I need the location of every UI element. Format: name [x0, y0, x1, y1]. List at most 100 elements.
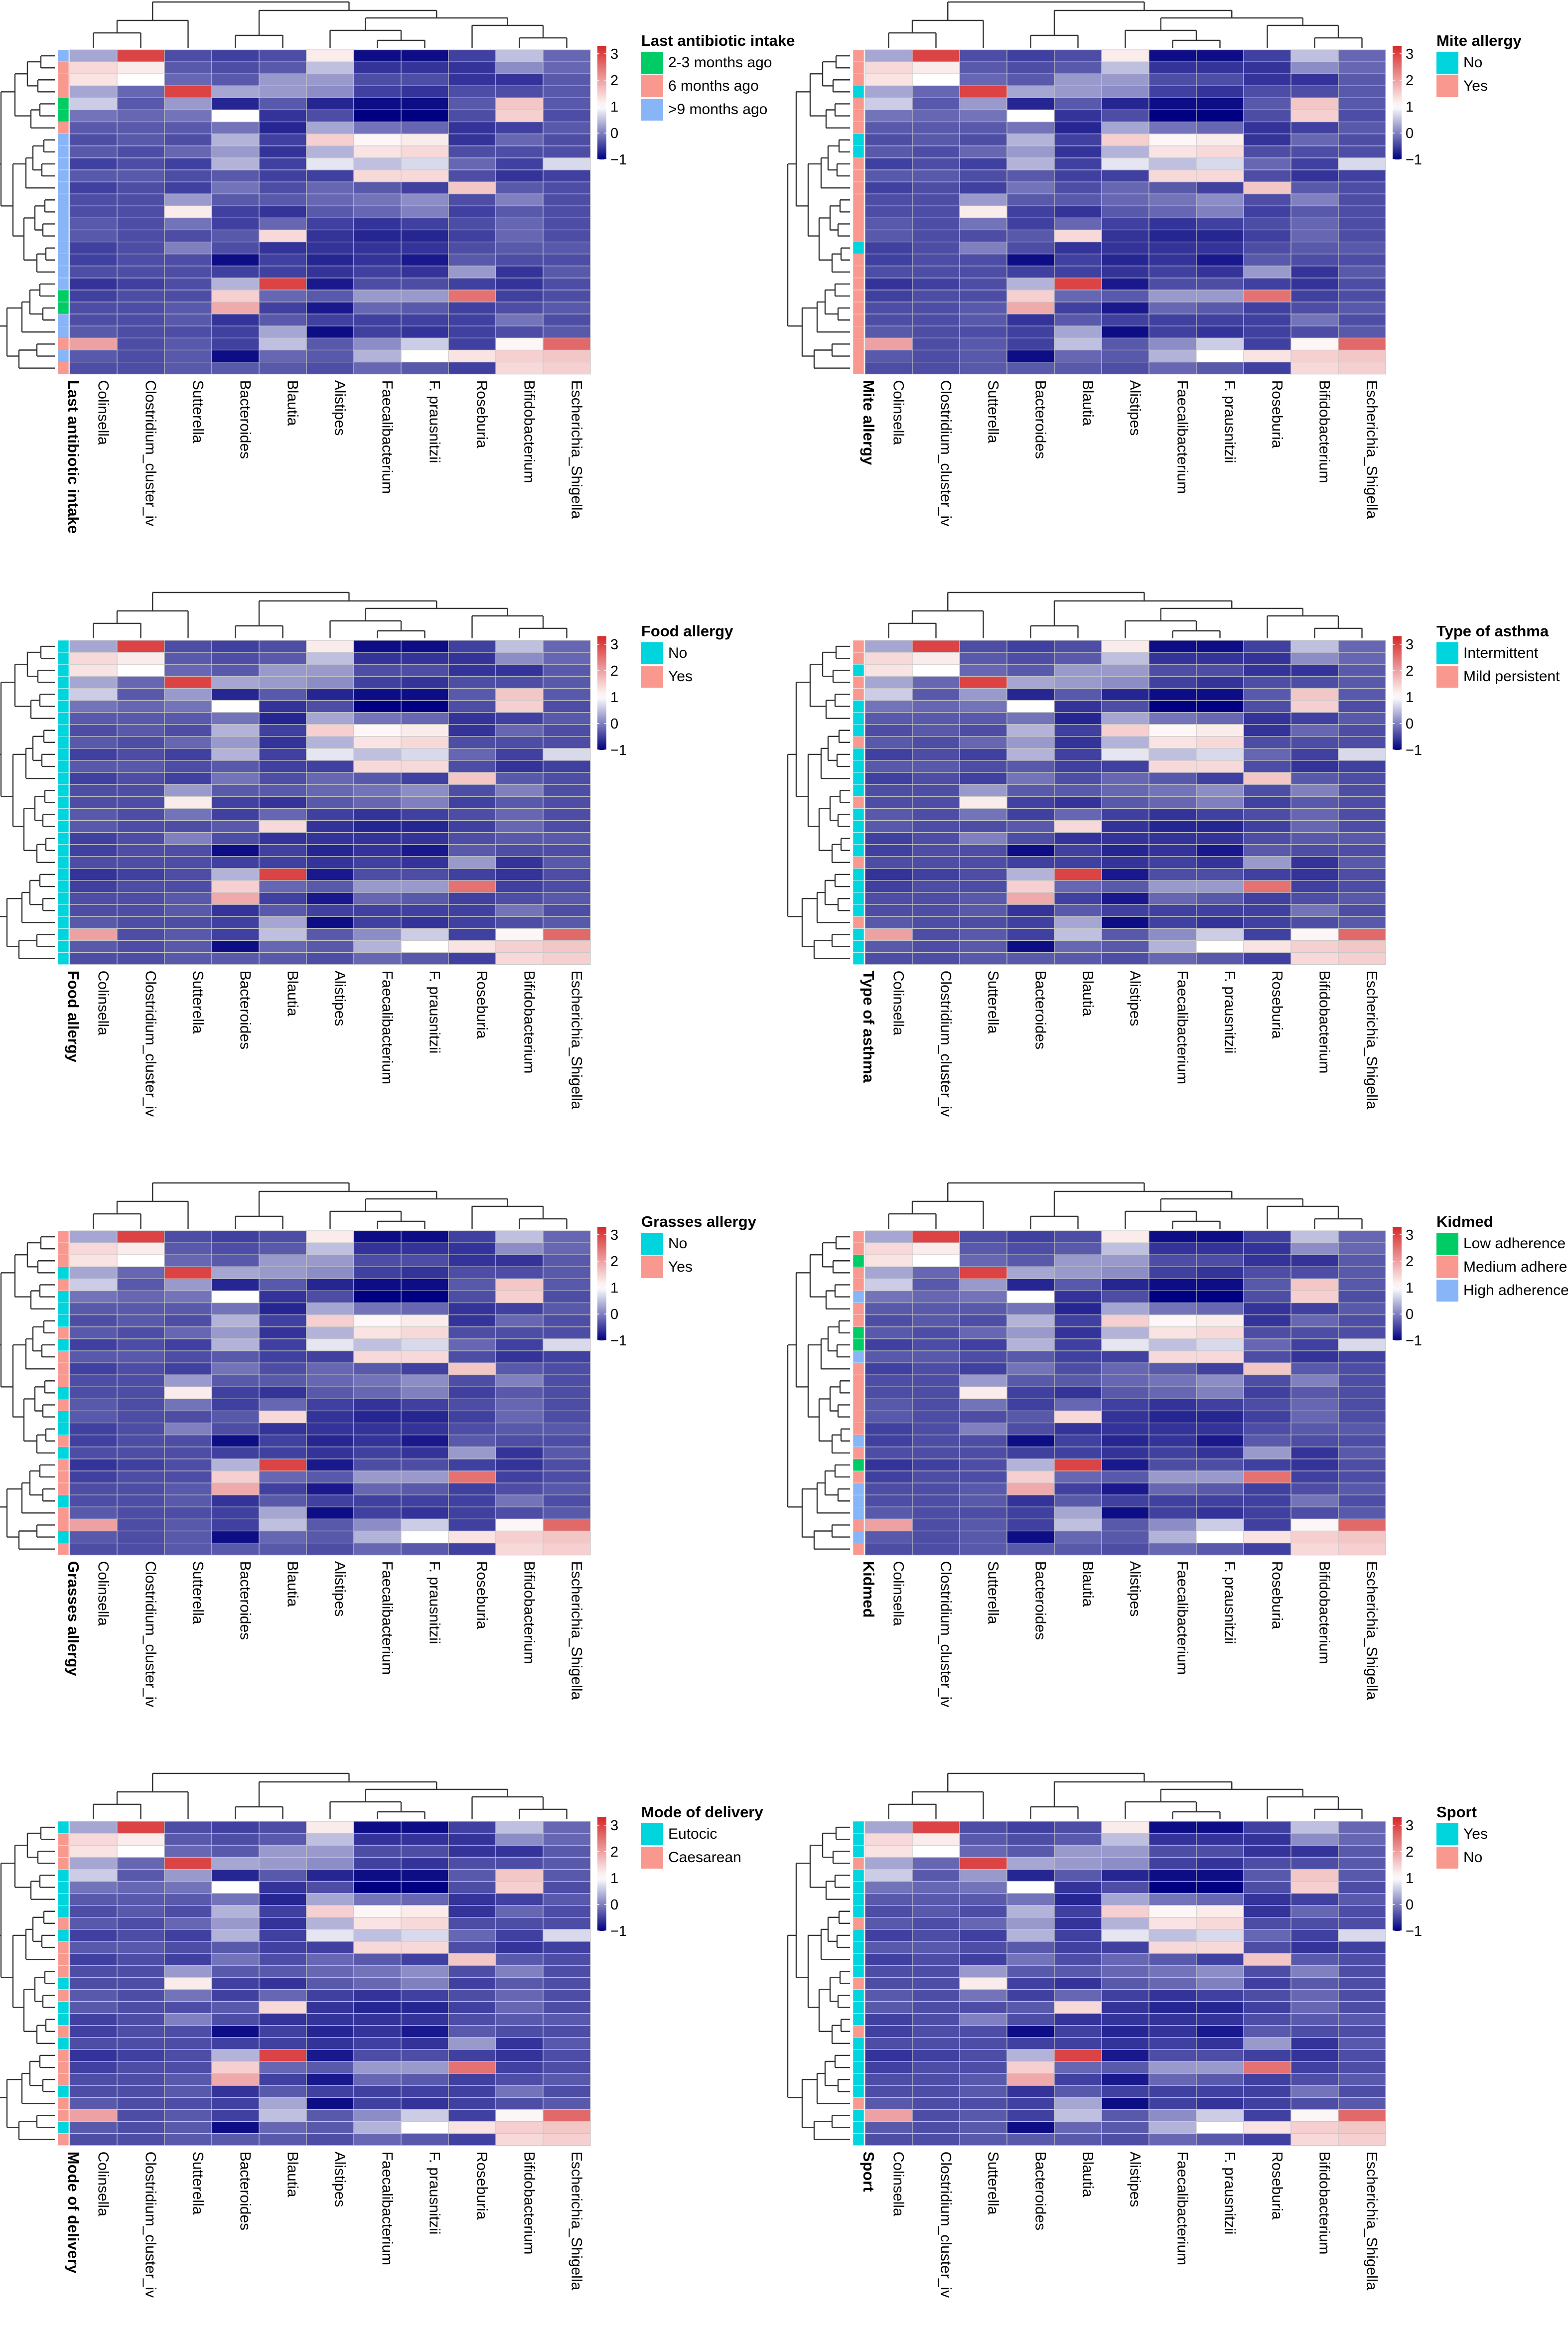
heatmap-cell: [69, 952, 118, 965]
heatmap-cell: [495, 1857, 544, 1870]
column-label: Alistipes: [1127, 380, 1143, 436]
column-label: Roseburia: [1269, 971, 1285, 1039]
heatmap-cell: [211, 832, 260, 845]
annotation-cell: [853, 1350, 864, 1363]
heatmap-cell: [1148, 1266, 1197, 1280]
annotation-cell: [853, 1519, 864, 1531]
heatmap-cell: [864, 1470, 913, 1483]
heatmap-cell: [495, 205, 544, 218]
heatmap-cell: [117, 868, 165, 881]
legend-swatch: [641, 642, 663, 664]
heatmap-cell: [1006, 1290, 1055, 1304]
heatmap-cell: [1006, 1917, 1055, 1930]
heatmap-cell: [69, 1482, 118, 1495]
heatmap-cell: [1243, 784, 1291, 797]
heatmap-cell: [864, 940, 913, 953]
heatmap-cell: [864, 1518, 913, 1532]
heatmap-cell: [1148, 760, 1197, 773]
heatmap-cell: [353, 784, 402, 797]
heatmap-cell: [1148, 1869, 1197, 1882]
heatmap-cell: [1338, 1965, 1386, 1978]
heatmap-cell: [69, 122, 118, 135]
heatmap-cell: [1054, 700, 1102, 713]
heatmap-cell: [1054, 1338, 1102, 1351]
heatmap-cell: [69, 205, 118, 218]
heatmap-cell: [1290, 1965, 1339, 1978]
heatmap-cell: [495, 2061, 544, 2074]
column-label: Roseburia: [474, 971, 490, 1039]
heatmap-cell: [401, 1315, 449, 1327]
legend-swatch: [641, 52, 663, 74]
heatmap-cell: [495, 181, 544, 194]
column-label: Sutterella: [985, 971, 1001, 1034]
heatmap-cell: [69, 2121, 118, 2134]
heatmap-cell: [1338, 820, 1386, 833]
heatmap-cell: [543, 1374, 591, 1387]
heatmap-cell: [959, 122, 1007, 135]
heatmap-cell: [1290, 1881, 1339, 1894]
heatmap-cell: [1101, 73, 1149, 86]
heatmap-cell: [211, 856, 260, 869]
heatmap-cell: [1101, 361, 1149, 375]
heatmap-cell: [912, 1459, 960, 1471]
heatmap-cell: [259, 134, 307, 146]
heatmap-cell: [306, 278, 354, 291]
annotation-axis-label: Kidmed: [860, 1561, 877, 1618]
annotation-cell: [57, 676, 69, 689]
annotation-cell: [57, 1470, 69, 1483]
annotation-cell: [853, 2073, 864, 2086]
heatmap-cell: [448, 325, 496, 338]
heatmap-cell: [1148, 904, 1197, 917]
heatmap-cell: [448, 169, 496, 182]
heatmap-cell: [259, 1326, 307, 1339]
heatmap-cell: [353, 146, 402, 158]
heatmap-cell: [1101, 1350, 1149, 1363]
heatmap-cell: [401, 242, 449, 255]
scale-tick-label: 1: [610, 1280, 618, 1296]
heatmap-cell: [448, 1845, 496, 1858]
heatmap-cell: [164, 1905, 212, 1918]
heatmap-cell: [1101, 1315, 1149, 1327]
heatmap-cell: [912, 301, 960, 314]
heatmap-cell: [69, 640, 118, 653]
legend-swatch: [1436, 75, 1458, 97]
heatmap-cell: [164, 2133, 212, 2146]
heatmap-cell: [117, 1470, 165, 1483]
heatmap-cell: [117, 1482, 165, 1495]
heatmap-cell: [259, 2049, 307, 2062]
heatmap-cell: [164, 1506, 212, 1520]
legend-swatch: [641, 1847, 663, 1869]
heatmap-cell: [1243, 290, 1291, 302]
heatmap-cell: [1243, 278, 1291, 291]
annotation-cell: [853, 193, 864, 206]
heatmap-cell: [1338, 1374, 1386, 1387]
heatmap-cell: [1101, 1881, 1149, 1894]
heatmap-cell: [1290, 940, 1339, 953]
heatmap-cell: [69, 1530, 118, 1544]
heatmap-cell: [1148, 1881, 1197, 1894]
annotation-axis-label: Mite allergy: [860, 380, 877, 465]
legend-label: >9 months ago: [668, 101, 767, 118]
heatmap-cell: [401, 1398, 449, 1412]
heatmap-cell: [1338, 337, 1386, 351]
heatmap-cell: [1006, 1326, 1055, 1339]
heatmap-cell: [543, 242, 591, 255]
heatmap-cell: [353, 1374, 402, 1387]
heatmap-cell: [1006, 1989, 1055, 2002]
column-label: Clostridium_cluster_iv: [938, 2152, 954, 2298]
annotation-cell: [853, 784, 864, 797]
heatmap-cell: [69, 193, 118, 206]
heatmap-cell: [912, 916, 960, 929]
heatmap-cell: [448, 2109, 496, 2122]
heatmap-cell: [401, 856, 449, 869]
heatmap-cell: [543, 1326, 591, 1339]
heatmap-cell: [1338, 1266, 1386, 1280]
heatmap-cell: [448, 266, 496, 279]
heatmap-cell: [1101, 2073, 1149, 2086]
heatmap-cell: [1243, 1543, 1291, 1556]
heatmap-cell: [259, 940, 307, 953]
heatmap-cell: [1148, 1893, 1197, 1906]
heatmap-cell: [864, 856, 913, 869]
heatmap-cell: [912, 1953, 960, 1966]
heatmap-cell: [1290, 2001, 1339, 2014]
